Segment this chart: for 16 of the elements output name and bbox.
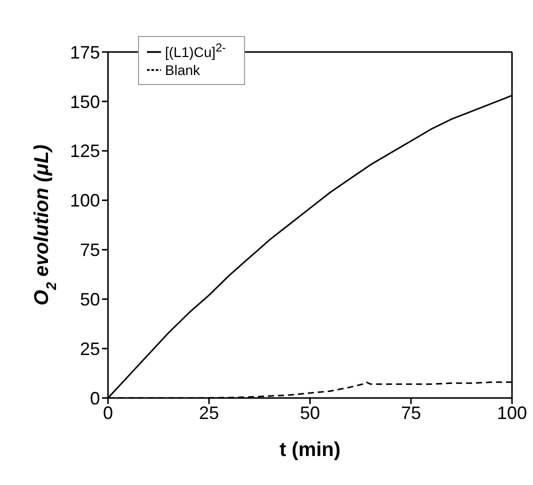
y-tick-label: 175 bbox=[70, 42, 100, 62]
y-tick-label: 100 bbox=[70, 190, 100, 211]
x-tick-label: 75 bbox=[400, 402, 422, 423]
y-tick-label: 125 bbox=[70, 141, 100, 162]
y-tick-label: 150 bbox=[70, 92, 100, 112]
y-tick-label: 50 bbox=[80, 290, 100, 310]
y-tick-label: 25 bbox=[80, 338, 100, 359]
x-tick-label: 50 bbox=[300, 402, 320, 423]
legend-label: Blank bbox=[165, 62, 200, 78]
x-axis-title: t (min) bbox=[279, 439, 341, 461]
y-tick-label: 0 bbox=[90, 388, 100, 408]
y-tick-label: 75 bbox=[80, 240, 100, 260]
x-tick-label: 0 bbox=[102, 402, 114, 423]
x-tick-label: 25 bbox=[198, 402, 220, 423]
x-tick-label: 100 bbox=[496, 402, 528, 423]
legend-label: [(L1)Cu]$^{2-}$ bbox=[165, 41, 226, 60]
